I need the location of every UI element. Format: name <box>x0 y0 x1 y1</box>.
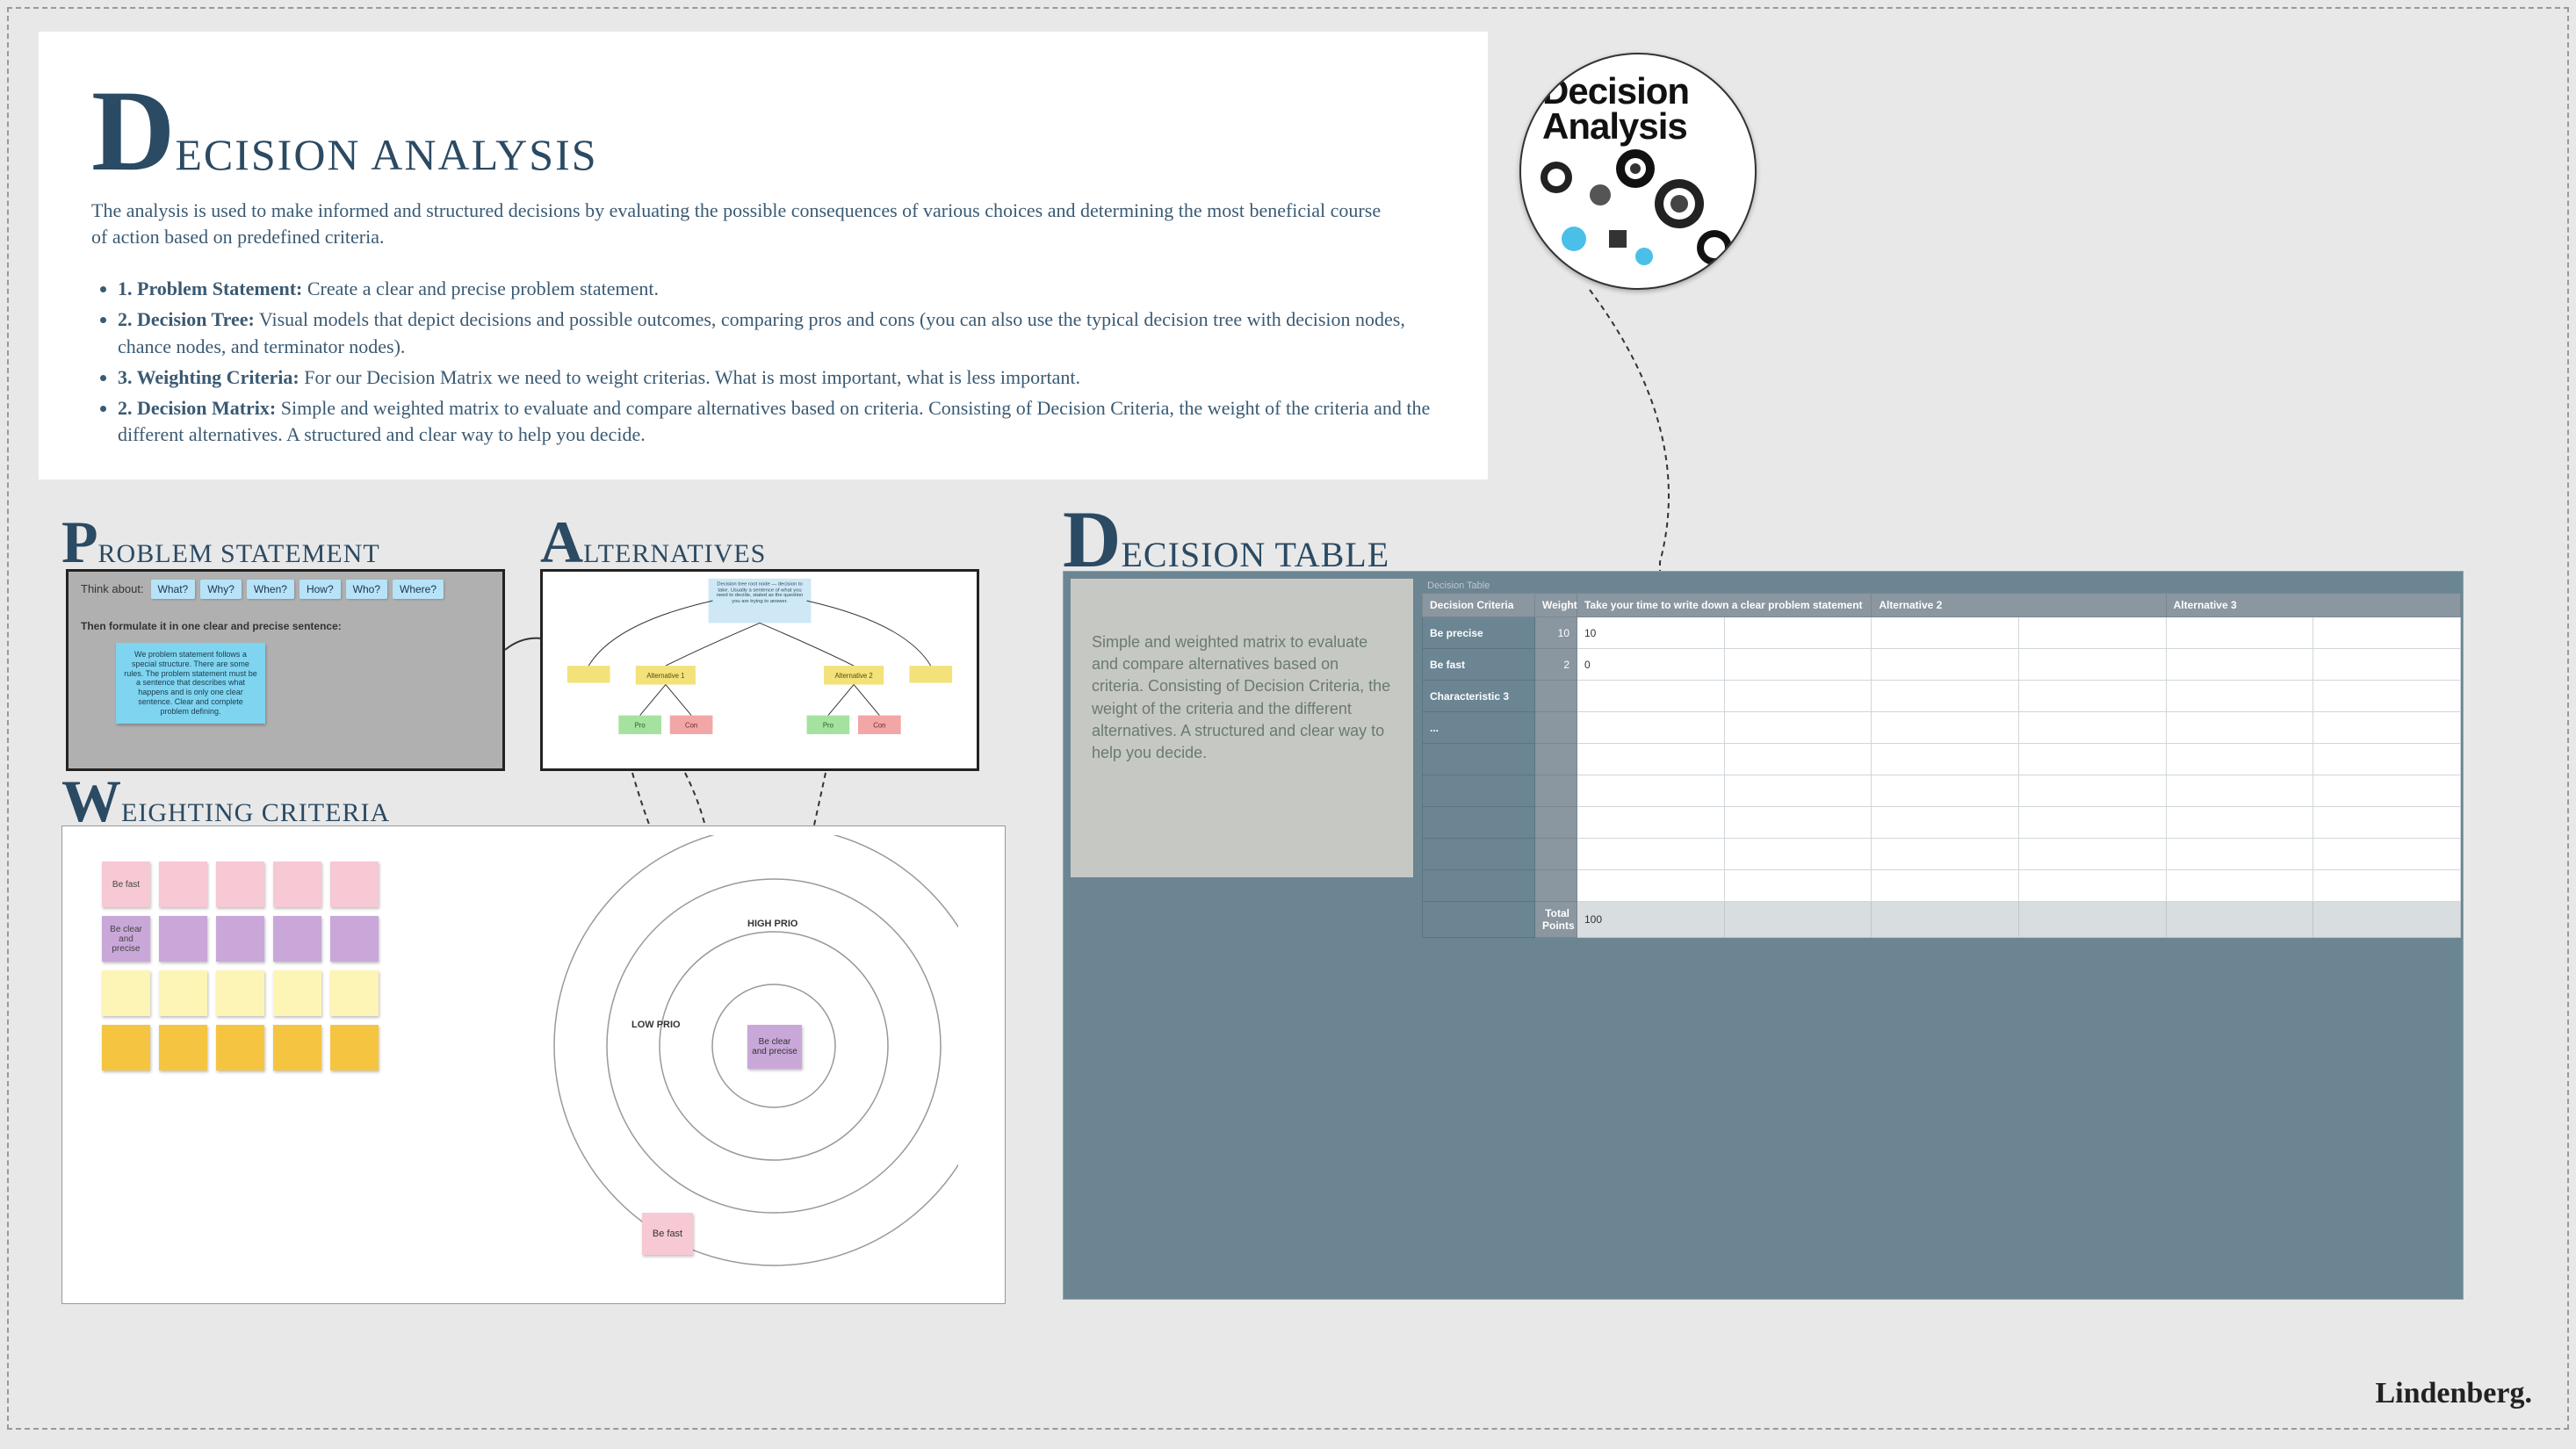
alternatives-frame[interactable]: Decision tree root node — decision to ta… <box>540 569 979 771</box>
bullet-item: 2. Decision Matrix: Simple and weighted … <box>118 395 1435 450</box>
sticky-note[interactable] <box>330 970 379 1016</box>
outer-sticky[interactable]: Be fast <box>642 1213 693 1255</box>
think-button[interactable]: How? <box>299 580 341 599</box>
sticky-note[interactable] <box>330 916 379 962</box>
think-label: Think about: <box>81 582 144 595</box>
decision-table[interactable]: Decision CriteriaWeightTake your time to… <box>1422 593 2461 938</box>
title-cap: D <box>91 66 175 195</box>
priority-rings: HIGH PRIO LOW PRIO Be clear and precise … <box>466 835 958 1314</box>
circle-line2: Analysis <box>1542 105 1687 147</box>
sticky-note[interactable] <box>216 1025 264 1071</box>
sticky-note[interactable] <box>330 861 379 907</box>
svg-text:Con: Con <box>873 721 885 729</box>
title-rest: ECISION ANALYSIS <box>175 130 597 179</box>
think-button[interactable]: Where? <box>393 580 444 599</box>
decorative-circle: Decision Analysis <box>1519 53 1757 290</box>
footer-brand: Lindenberg. <box>2375 1377 2532 1410</box>
decision-caption: Decision Table <box>1422 579 2461 593</box>
sticky-note[interactable] <box>159 1025 207 1071</box>
decision-table-wrap: Decision Table Decision CriteriaWeightTa… <box>1422 579 2461 938</box>
sticky-note[interactable] <box>216 916 264 962</box>
decision-tree: Decision tree root node — decision to ta… <box>543 572 977 768</box>
decorative-pattern <box>1521 142 1757 290</box>
sticky-note[interactable] <box>273 861 321 907</box>
decision-panel[interactable]: Simple and weighted matrix to evaluate a… <box>1063 571 2464 1300</box>
svg-text:Con: Con <box>685 721 697 729</box>
bullet-item: 3. Weighting Criteria: For our Decision … <box>118 364 1435 392</box>
center-sticky[interactable]: Be clear and precise <box>747 1025 802 1069</box>
sticky-note[interactable] <box>102 970 150 1016</box>
intro-text: The analysis is used to make informed an… <box>91 198 1391 249</box>
alternatives-title: ALTERNATIVES <box>540 518 766 569</box>
think-button[interactable]: Why? <box>200 580 242 599</box>
main-title: DECISION ANALYSIS <box>91 84 1444 180</box>
sticky-note[interactable] <box>159 916 207 962</box>
think-button[interactable]: When? <box>247 580 294 599</box>
decision-info-box: Simple and weighted matrix to evaluate a… <box>1071 579 1413 877</box>
svg-text:Pro: Pro <box>823 721 833 729</box>
sticky-note[interactable] <box>330 1025 379 1071</box>
header-panel: DECISION ANALYSIS The analysis is used t… <box>39 32 1488 479</box>
sticky-note[interactable] <box>159 970 207 1016</box>
sticky-note[interactable] <box>273 970 321 1016</box>
low-prio-label: LOW PRIO <box>631 1020 681 1030</box>
problem-frame[interactable]: Think about: What?Why? When? How? Who? Where… <box>66 569 505 771</box>
sticky-note[interactable] <box>273 1025 321 1071</box>
circle-title: Decision Analysis <box>1542 74 1689 144</box>
sticky-note[interactable] <box>159 861 207 907</box>
blue-note[interactable]: We problem statement follows a special s… <box>116 643 265 724</box>
svg-text:Pro: Pro <box>635 721 646 729</box>
think-button[interactable]: What? <box>151 580 196 599</box>
bullet-list: 1. Problem Statement: Create a clear and… <box>118 276 1435 449</box>
sticky-note[interactable] <box>102 1025 150 1071</box>
alt-mid-2: Alternative 2 <box>834 672 872 680</box>
sticky-note[interactable]: Be clear and precise <box>102 916 150 962</box>
problem-title: PROBLEM STATEMENT <box>61 518 380 569</box>
bullet-item: 2. Decision Tree: Visual models that dep… <box>118 306 1435 361</box>
formulate-label: Then formulate it in one clear and preci… <box>81 620 490 632</box>
sticky-note[interactable] <box>216 861 264 907</box>
sticky-note[interactable]: Be fast <box>102 861 150 907</box>
sticky-grid: Be fast Be clear and precise <box>102 861 379 1071</box>
think-button[interactable]: Who? <box>346 580 387 599</box>
canvas: DECISION ANALYSIS The analysis is used t… <box>7 7 2569 1430</box>
sticky-note[interactable] <box>216 970 264 1016</box>
think-row: Think about: What?Why?When?How?Who?Where… <box>81 582 490 595</box>
sticky-note[interactable] <box>273 916 321 962</box>
weighting-title: WEIGHTING CRITERIA <box>61 777 390 828</box>
decision-title: DECISION TABLE <box>1063 508 1389 575</box>
weighting-panel[interactable]: Be fast Be clear and precise HIGH PRIO LO… <box>61 825 1006 1304</box>
high-prio-label: HIGH PRIO <box>747 919 797 929</box>
bullet-item: 1. Problem Statement: Create a clear and… <box>118 276 1435 303</box>
alt-mid-1: Alternative 1 <box>646 672 684 680</box>
